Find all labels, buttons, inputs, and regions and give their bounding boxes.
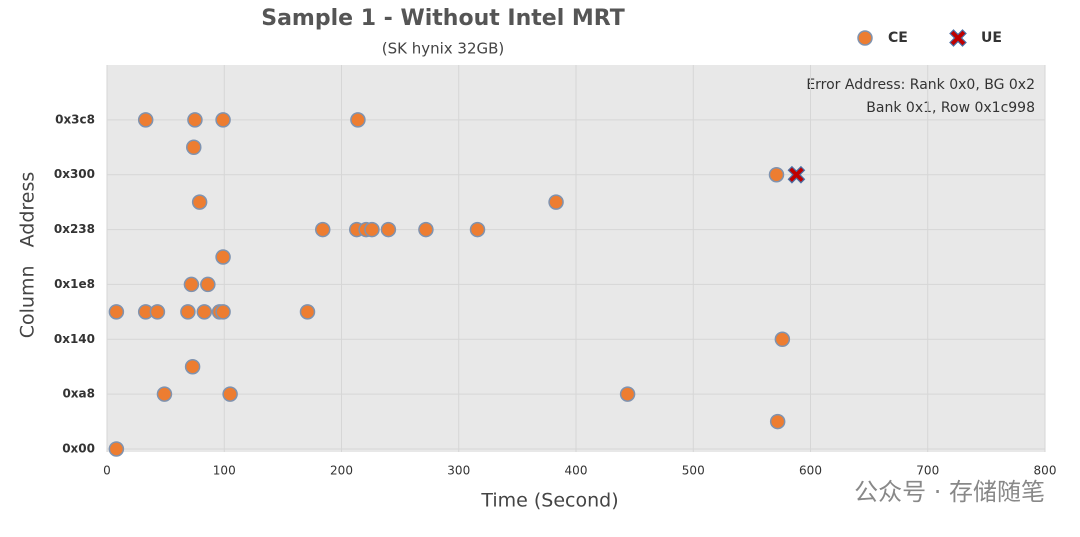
marker-circle: [222, 386, 238, 402]
marker-circle: [149, 304, 166, 320]
marker-circle: [364, 221, 380, 238]
marker-circle: [108, 441, 125, 457]
annotation: Bank 0x1, Row 0x1c998: [866, 100, 1035, 116]
x-tick-label: 0: [103, 464, 111, 478]
marker-circle: [196, 304, 213, 320]
chart-title: Sample 1 - Without Intel MRT: [261, 6, 625, 31]
marker-circle: [180, 304, 196, 320]
legend-marker: [949, 29, 967, 47]
marker-circle: [183, 276, 200, 293]
marker-circle: [774, 331, 791, 348]
legend-label: CE: [888, 30, 908, 46]
marker-circle: [200, 276, 216, 293]
x-tick-label: 700: [916, 464, 939, 478]
marker-circle: [469, 221, 486, 238]
y-tick-label: 0xa8: [62, 387, 95, 401]
y-tick-label: 0x00: [62, 442, 95, 456]
marker-circle: [187, 112, 203, 128]
marker-circle: [186, 139, 202, 156]
legend-label: UE: [981, 30, 1002, 46]
x-tick-label: 600: [799, 464, 822, 478]
y-axis-label: Column Address: [17, 172, 39, 339]
y-tick-label: 0x1e8: [54, 277, 95, 291]
x-tick-label: 400: [565, 464, 588, 478]
x-tick-label: 200: [330, 464, 353, 478]
marker-circle: [314, 221, 331, 238]
marker-circle: [191, 194, 208, 210]
marker-circle: [299, 304, 316, 320]
legend-marker: [857, 30, 873, 46]
x-axis-label: Time (Second): [480, 490, 618, 512]
marker-circle: [548, 194, 564, 210]
marker-circle: [156, 386, 173, 402]
watermark: 公众号 · 存储随笔: [854, 478, 1045, 506]
marker-circle: [215, 304, 231, 320]
marker-circle: [108, 304, 125, 320]
y-tick-label: 0x140: [54, 332, 95, 346]
marker-x: [787, 165, 806, 184]
marker-circle: [350, 112, 366, 128]
chart-subtitle: (SK hynix 32GB): [382, 40, 505, 58]
x-tick-label: 300: [447, 464, 470, 478]
y-tick-label: 0x300: [54, 167, 95, 181]
marker-circle: [769, 413, 786, 430]
marker-circle: [215, 112, 231, 128]
annotation: Error Address: Rank 0x0, BG 0x2: [806, 77, 1035, 93]
x-tick-label: 500: [682, 464, 705, 478]
marker-circle: [768, 166, 785, 183]
marker-circle: [184, 358, 201, 375]
x-tick-label: 800: [1034, 464, 1057, 478]
y-tick-label: 0x238: [54, 222, 95, 236]
marker-circle: [380, 221, 397, 238]
marker-circle: [418, 221, 434, 238]
y-tick-label: 0x3c8: [55, 112, 95, 126]
marker-circle: [215, 249, 231, 265]
marker-circle: [137, 112, 154, 128]
x-tick-label: 100: [213, 464, 236, 478]
marker-circle: [619, 386, 636, 402]
